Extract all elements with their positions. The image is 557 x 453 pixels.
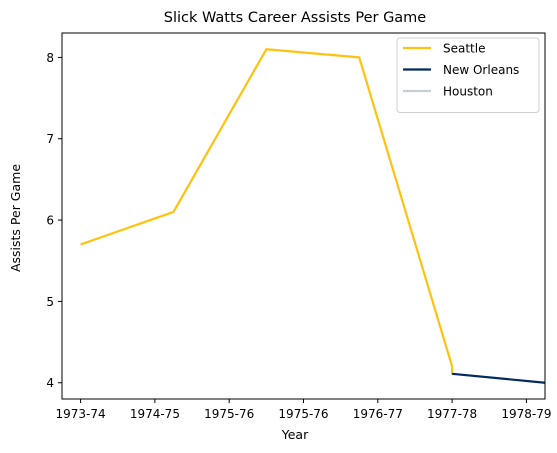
x-axis-label: Year: [281, 427, 309, 442]
y-tick-label: 7: [46, 132, 54, 146]
x-tick-label: 1975-76: [204, 407, 254, 421]
y-tick-label: 8: [46, 51, 54, 65]
series-line-new-orleans: [452, 374, 545, 383]
x-tick-label: 1978-79: [501, 407, 551, 421]
legend-label-houston: Houston: [443, 85, 493, 99]
y-tick-label: 6: [46, 214, 54, 228]
y-tick-label: 4: [46, 376, 54, 390]
chart-title: Slick Watts Career Assists Per Game: [164, 10, 427, 26]
x-tick-label: 1975-76: [278, 407, 328, 421]
legend: Seattle New Orleans Houston: [397, 38, 539, 113]
x-tick-label: 1976-77: [353, 407, 403, 421]
x-tick-label: 1974-75: [130, 407, 180, 421]
x-tick-label: 1977-78: [427, 407, 477, 421]
x-tick-label: 1973-74: [56, 407, 106, 421]
y-tick-label: 5: [46, 295, 54, 309]
legend-label-new-orleans: New Orleans: [443, 63, 519, 77]
series-line-seattle: [81, 49, 453, 374]
y-axis-label: Assists Per Game: [8, 164, 23, 272]
legend-label-seattle: Seattle: [443, 42, 485, 56]
